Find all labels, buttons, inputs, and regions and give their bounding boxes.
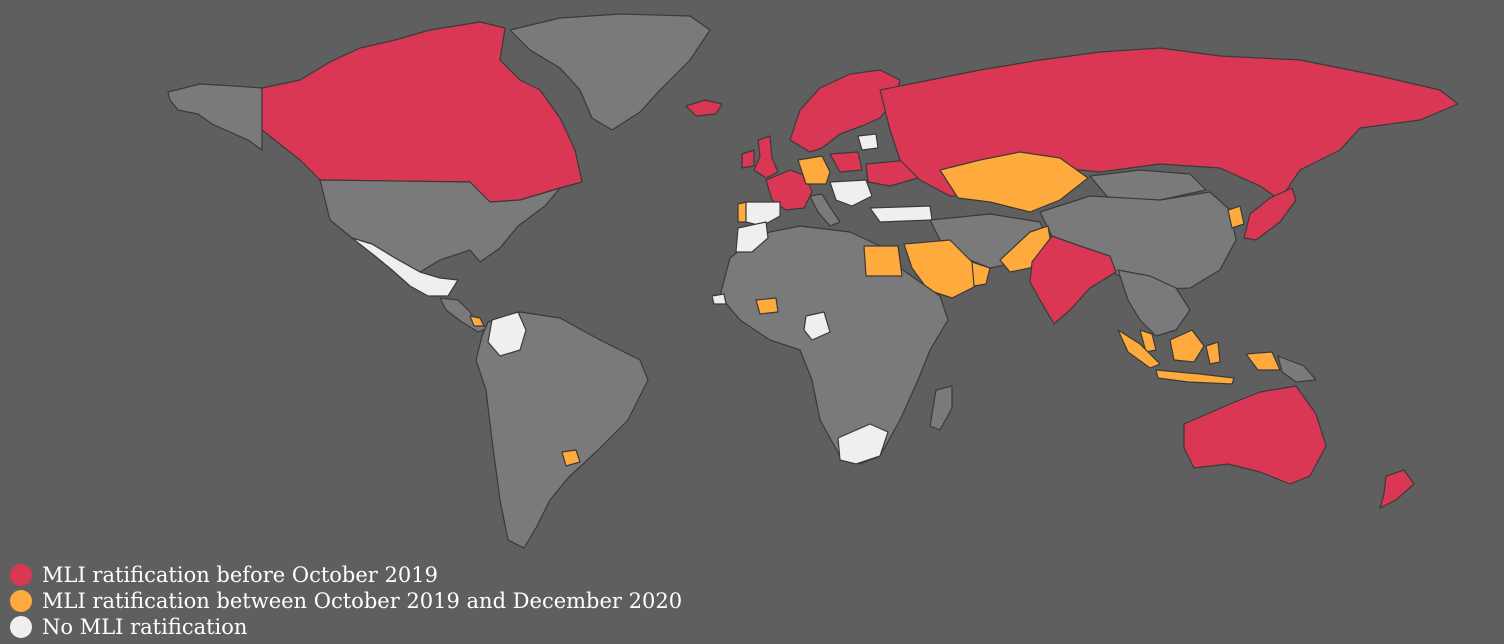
region-oman: [971, 261, 991, 287]
region-south-america: [475, 311, 649, 549]
region-malaysia: [1139, 329, 1157, 353]
region-alaska: [167, 83, 263, 151]
legend-label: MLI ratification before October 2019: [42, 563, 438, 587]
legend-swatch-red: [10, 564, 32, 586]
region-colombia: [487, 311, 527, 357]
legend-item-none: No MLI ratification: [10, 614, 682, 640]
region-borneo: [1169, 329, 1205, 363]
legend-item-2019-2020: MLI ratification between October 2019 an…: [10, 588, 682, 614]
region-belarus: [857, 133, 879, 151]
region-nigeria: [803, 311, 831, 341]
region-sumatra: [1117, 329, 1161, 369]
region-italy: [809, 193, 841, 227]
region-africa: [719, 225, 949, 465]
legend-item-before-2019: MLI ratification before October 2019: [10, 562, 682, 588]
region-southeast-asia: [1117, 269, 1191, 337]
region-germany: [797, 155, 831, 185]
region-ireland: [741, 149, 755, 169]
region-poland: [829, 151, 863, 173]
world-map: [167, 13, 1459, 549]
region-spain: [745, 201, 781, 227]
region-japan: [1243, 187, 1297, 241]
map-legend: MLI ratification before October 2019 MLI…: [10, 562, 682, 640]
legend-swatch-white: [10, 616, 32, 638]
region-senegal: [711, 293, 727, 305]
region-australia: [1183, 385, 1327, 485]
region-balkans: [829, 179, 873, 207]
region-central-america: [439, 297, 489, 333]
region-java: [1155, 369, 1235, 385]
region-madagascar: [929, 385, 953, 431]
region-south-africa: [837, 423, 889, 465]
region-morocco: [735, 221, 769, 253]
region-scandinavia: [789, 69, 901, 153]
region-turkey: [869, 205, 933, 223]
region-egypt: [863, 245, 903, 277]
region-sulawesi: [1205, 341, 1221, 365]
region-portugal: [737, 201, 747, 223]
region-papua-new-guinea: [1277, 355, 1317, 383]
legend-label: MLI ratification between October 2019 an…: [42, 589, 683, 613]
region-iceland: [685, 99, 723, 117]
region-south-korea: [1227, 205, 1245, 229]
region-new-zealand: [1379, 469, 1415, 509]
region-india: [1029, 235, 1117, 325]
region-kazakhstan: [939, 151, 1089, 213]
region-costa-rica: [469, 315, 485, 327]
legend-swatch-orange: [10, 590, 32, 612]
region-papua: [1245, 351, 1281, 371]
legend-label: No MLI ratification: [42, 615, 248, 639]
region-greenland: [509, 13, 711, 131]
region-united-kingdom: [753, 135, 779, 179]
region-burkina-faso: [755, 297, 779, 315]
region-saudi-arabia: [903, 239, 977, 299]
region-mexico: [351, 237, 459, 297]
region-uruguay: [561, 449, 581, 467]
